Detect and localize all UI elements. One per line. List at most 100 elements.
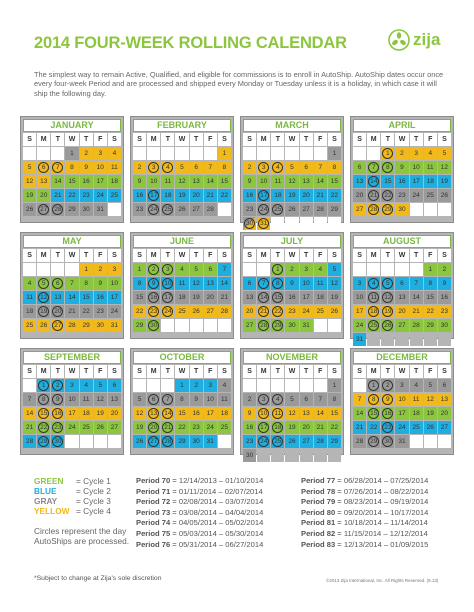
calendar-day: 12 [175, 175, 189, 188]
calendar-day: 17 [395, 407, 409, 420]
day-number: 5 [290, 396, 294, 403]
calendar-day: 22 [65, 189, 79, 202]
day-number: 5 [27, 164, 32, 171]
day-number: 8 [180, 396, 184, 403]
empty-day [395, 333, 409, 346]
day-number: 18 [164, 192, 172, 199]
calendar-day: 15 [175, 407, 189, 420]
day-number: 6 [304, 396, 308, 403]
calendar-day: 17 [299, 291, 313, 304]
autoship-day: 2 [381, 379, 395, 392]
day-number: 1 [70, 150, 74, 157]
period-name: Period 72 [136, 497, 171, 507]
autoship-day: 13 [147, 407, 161, 420]
day-number: 17 [398, 410, 406, 417]
day-number: 3 [166, 266, 170, 273]
day-number: 23 [150, 308, 158, 315]
calendar-day: 24 [299, 305, 313, 318]
day-number: 16 [54, 410, 62, 417]
day-number: 15 [384, 178, 392, 185]
day-number: 3 [112, 266, 117, 273]
calendar-day: 5 [285, 161, 299, 174]
calendar-day: 3 [395, 379, 409, 392]
autoship-day: 6 [147, 393, 161, 406]
day-number: 28 [206, 206, 214, 213]
day-number: 8 [41, 396, 46, 403]
day-number: 6 [56, 280, 60, 287]
week-row: 10 11 12 13 14 15 16 [353, 291, 451, 304]
day-number: 11 [412, 396, 420, 403]
circle-note: Circles represent the day AutoShips are … [34, 526, 130, 546]
autoship-day: 24 [147, 203, 161, 216]
day-number: 21 [355, 424, 364, 431]
calendar-day: 7 [65, 277, 79, 290]
calendar-day: 26 [37, 319, 51, 332]
calendar-day: 11 [271, 175, 285, 188]
day-number: 6 [442, 382, 447, 389]
weekday-label: T [161, 249, 175, 262]
calendar-day: 30 [437, 319, 451, 332]
calendar-day: 1 [327, 379, 341, 392]
month-name: FEBRUARY [133, 119, 231, 132]
calendar-day: 12 [189, 277, 203, 290]
week-row: 11 12 13 14 15 16 17 [23, 291, 121, 304]
day-number: 4 [318, 266, 323, 273]
calendar-day: 12 [23, 175, 37, 188]
empty-day [147, 379, 161, 392]
legend-label: = Cycle 4 [76, 506, 111, 516]
day-number: 28 [54, 206, 62, 213]
period-name: Period 78 [301, 486, 336, 496]
empty-day [23, 263, 37, 276]
period-list-right: Period 77 = 06/28/2014 – 07/25/2014 Peri… [301, 476, 428, 550]
month-name: DECEMBER [353, 351, 451, 364]
legend-row-green: GREEN = Cycle 1 [34, 476, 111, 486]
day-number: 25 [370, 322, 378, 329]
day-number: 28 [260, 322, 268, 329]
period-range: = 05/31/2014 – 06/27/2014 [170, 539, 264, 549]
day-number: 13 [302, 178, 310, 185]
calendar-day: 8 [175, 393, 189, 406]
day-number: 18 [316, 294, 324, 301]
empty-day [299, 217, 313, 230]
weekday-label: S [437, 249, 451, 262]
empty-day [79, 435, 93, 448]
day-number: 16 [440, 294, 449, 301]
calendar-day: 26 [285, 203, 299, 216]
day-number: 30 [245, 452, 254, 459]
day-number: 24 [164, 308, 172, 315]
calendar-day: 16 [243, 421, 257, 434]
period-name: Period 81 [301, 518, 336, 528]
calendar-day: 17 [93, 175, 107, 188]
weekday-label: F [423, 133, 437, 146]
day-number: 13 [355, 178, 364, 185]
empty-day [285, 449, 299, 462]
autoship-day: 25 [271, 203, 285, 216]
calendar-day: 7 [203, 161, 217, 174]
autoship-day: 29 [37, 435, 51, 448]
weekday-label: S [23, 133, 37, 146]
day-number: 7 [208, 164, 213, 171]
month-name: NOVEMBER [243, 351, 341, 364]
week-row: 1 2 3 4 5 6 7 [133, 263, 231, 276]
calendar-day: 12 [93, 393, 107, 406]
calendar-day: 18 [175, 291, 189, 304]
week-row: 7 8 9 10 11 12 13 [353, 393, 451, 406]
day-number: 5 [290, 164, 294, 171]
autoship-day: 20 [51, 305, 65, 318]
day-number: 21 [316, 192, 324, 199]
calendar-day: 13 [51, 291, 65, 304]
calendar-day: 15 [133, 291, 147, 304]
day-number: 31 [96, 206, 104, 213]
weekday-label: F [313, 365, 327, 378]
calendar-day: 20 [299, 421, 313, 434]
day-number: 29 [40, 438, 48, 445]
day-number: 10 [412, 164, 420, 171]
day-number: 21 [206, 192, 214, 199]
calendar-day: 5 [423, 379, 437, 392]
autoship-day: 12 [37, 291, 51, 304]
day-number: 24 [260, 206, 268, 213]
empty-day [257, 379, 271, 392]
day-number: 17 [260, 192, 268, 199]
